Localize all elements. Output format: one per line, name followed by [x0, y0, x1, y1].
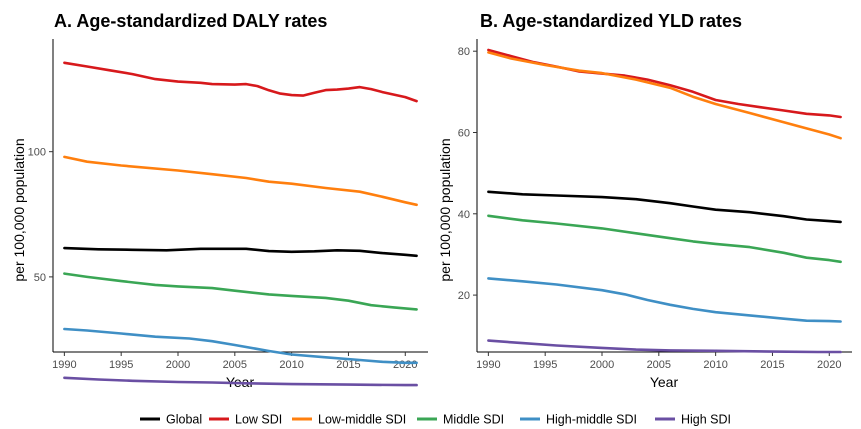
x-tick-label-daly-2010: 2010	[279, 359, 303, 371]
x-tick-label-yld-2015: 2015	[760, 359, 784, 371]
series-line-daly-high-middle-sdi	[63, 327, 418, 365]
series-line-daly-global	[63, 246, 418, 258]
y-tick-label-daly-50: 50	[34, 272, 46, 284]
y-ticks-yld: 20 40 60 80	[458, 46, 477, 302]
y-axis-label-yld: per 100,000 population	[437, 138, 453, 281]
legend-item-global: Global	[140, 413, 202, 427]
y-tick-label-yld-40: 40	[458, 209, 470, 221]
legend-label-middle-sdi: Middle SDI	[443, 413, 504, 427]
legend-item-high-sdi: High SDI	[655, 413, 731, 427]
x-tick-label-daly-2020: 2020	[393, 359, 417, 371]
series-group-yld	[487, 48, 842, 354]
x-tick-label-daly-2005: 2005	[223, 359, 247, 371]
x-axis-label-yld: Year	[650, 374, 679, 390]
panel-yld: B. Age-standardized YLD rates per 100,00…	[437, 11, 852, 390]
y-tick-label-daly-100: 100	[28, 147, 46, 159]
series-line-daly-low-sdi	[63, 61, 418, 103]
legend-item-high-middle-sdi: High-middle SDI	[520, 413, 637, 427]
y-tick-label-yld-80: 80	[458, 46, 470, 58]
series-line-daly-low-middle-sdi	[63, 155, 418, 207]
x-tick-label-yld-1990: 1990	[476, 359, 500, 371]
panel-daly: A. Age-standardized DALY rates per 100,0…	[11, 11, 428, 390]
legend-label-high-middle-sdi: High-middle SDI	[546, 413, 637, 427]
legend-item-low-sdi: Low SDI	[209, 413, 282, 427]
x-tick-label-yld-2020: 2020	[817, 359, 841, 371]
x-ticks-daly: 1990 1995 2000 2005 2010 2015 2020	[52, 352, 418, 371]
series-line-daly-middle-sdi	[63, 272, 418, 311]
series-line-yld-low-sdi	[487, 48, 842, 119]
legend-label-global: Global	[166, 413, 202, 427]
x-tick-label-yld-2010: 2010	[703, 359, 727, 371]
x-tick-label-yld-1995: 1995	[533, 359, 557, 371]
series-line-daly-high-sdi	[63, 376, 418, 387]
x-tick-label-daly-1990: 1990	[52, 359, 76, 371]
y-tick-label-yld-60: 60	[458, 127, 470, 139]
y-ticks-daly: 50 100	[28, 147, 53, 284]
y-tick-label-yld-20: 20	[458, 290, 470, 302]
x-tick-label-yld-2005: 2005	[647, 359, 671, 371]
series-group-daly	[63, 61, 418, 387]
series-line-yld-global	[487, 190, 842, 224]
x-tick-label-daly-2000: 2000	[166, 359, 190, 371]
legend: Global Low SDI Low-middle SDI Middle SDI…	[140, 413, 731, 427]
y-axis-label-daly: per 100,000 population	[11, 138, 27, 281]
legend-label-low-middle-sdi: Low-middle SDI	[318, 413, 406, 427]
series-line-yld-middle-sdi	[487, 214, 842, 264]
series-line-yld-high-middle-sdi	[487, 277, 842, 323]
series-line-yld-low-middle-sdi	[487, 51, 842, 140]
legend-label-high-sdi: High SDI	[681, 413, 731, 427]
chart-title-yld: B. Age-standardized YLD rates	[480, 11, 742, 31]
legend-label-low-sdi: Low SDI	[235, 413, 282, 427]
x-tick-label-daly-2015: 2015	[336, 359, 360, 371]
x-tick-label-yld-2000: 2000	[590, 359, 614, 371]
chart-title-daly: A. Age-standardized DALY rates	[54, 11, 327, 31]
x-ticks-yld: 1990 1995 2000 2005 2010 2015 2020	[476, 352, 842, 371]
legend-item-middle-sdi: Middle SDI	[417, 413, 504, 427]
series-line-yld-high-sdi	[487, 339, 842, 354]
x-tick-label-daly-1995: 1995	[109, 359, 133, 371]
legend-item-low-middle-sdi: Low-middle SDI	[292, 413, 406, 427]
